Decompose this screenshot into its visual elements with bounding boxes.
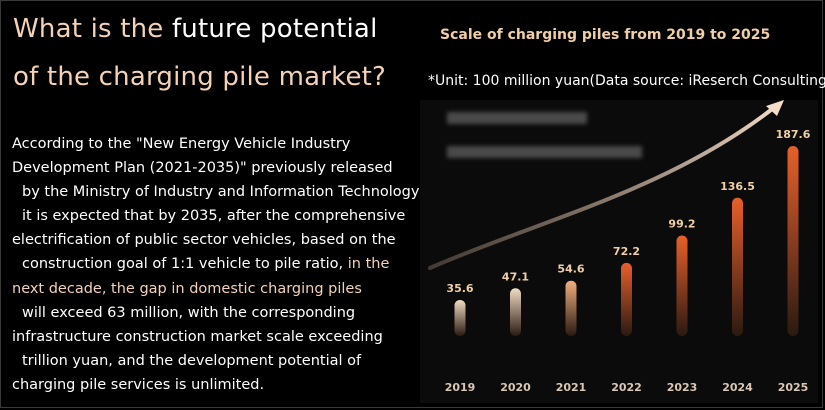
- body-line: trillion yuan, and the development poten…: [22, 352, 362, 369]
- page-title-line-1: What is the future potential: [13, 14, 378, 44]
- trend-arrow: [428, 104, 778, 270]
- body-line: by the Ministry of Industry and Informat…: [22, 184, 425, 201]
- title-part-highlight: future potential: [171, 14, 378, 44]
- title-part-plain: What is the: [13, 14, 172, 44]
- bar-2020: [510, 288, 521, 336]
- body-line: Development Plan (2021-2035)" previously…: [12, 160, 393, 177]
- data-label-2021: 54.6: [557, 263, 584, 276]
- data-label-2022: 72.2: [613, 245, 640, 258]
- body-line: it is expected that by 2035, after the c…: [22, 208, 406, 225]
- chart-unit-note: *Unit: 100 million yuan(Data source: iRe…: [428, 73, 825, 89]
- x-tick-2024: 2024: [722, 381, 753, 394]
- x-tick-2021: 2021: [556, 381, 587, 394]
- body-line: will exceed 63 million, with the corresp…: [22, 304, 356, 321]
- chart-title: Scale of charging piles from 2019 to 202…: [440, 27, 771, 43]
- data-label-2019: 35.6: [446, 282, 473, 295]
- body-line: charging pile services is unlimited.: [12, 376, 265, 393]
- chart-panel: 35.6 2019 47.1 2020 54.6 2021 72.2 2022 99.2 2023…: [420, 100, 818, 403]
- x-tick-2019: 2019: [445, 381, 476, 394]
- x-tick-2022: 2022: [611, 381, 642, 394]
- body-line: construction goal of 1:1 vehicle to pile…: [12, 252, 407, 276]
- body-line: infrastructure construction market scale…: [12, 328, 383, 345]
- body-line: According to the "New Energy Vehicle Ind…: [12, 136, 351, 152]
- data-label-2025: 187.6: [776, 128, 811, 141]
- trend-arrow-head: [766, 100, 784, 116]
- body-line: electrification of public sector vehicle…: [12, 232, 396, 249]
- body-line: next decade, the gap in domestic chargin…: [12, 280, 362, 297]
- bar-2024: [732, 197, 743, 336]
- bar-2022: [621, 262, 632, 336]
- bar-2021: [565, 280, 577, 336]
- body-line-part-highlight: in the: [343, 256, 390, 273]
- x-tick-2025: 2025: [778, 381, 809, 394]
- body-line-part: construction goal of 1:1 vehicle to pile…: [22, 256, 344, 273]
- bar-chart: 35.6 2019 47.1 2020 54.6 2021 72.2 2022 99.2 2023…: [428, 100, 811, 394]
- blurred-text-placeholder: [447, 112, 587, 124]
- bar-2025: [787, 146, 799, 336]
- body-paragraph: According to the "New Energy Vehicle Ind…: [12, 132, 425, 397]
- x-tick-2023: 2023: [667, 381, 698, 394]
- page-title-line-2: of the charging pile market?: [13, 62, 387, 92]
- blurred-text-placeholder: [447, 146, 642, 158]
- x-tick-2020: 2020: [500, 381, 531, 394]
- data-label-2023: 99.2: [668, 218, 695, 231]
- bar-2019: [454, 299, 466, 336]
- data-label-2024: 136.5: [720, 180, 755, 193]
- bar-2023: [676, 235, 688, 336]
- data-label-2020: 47.1: [502, 270, 529, 283]
